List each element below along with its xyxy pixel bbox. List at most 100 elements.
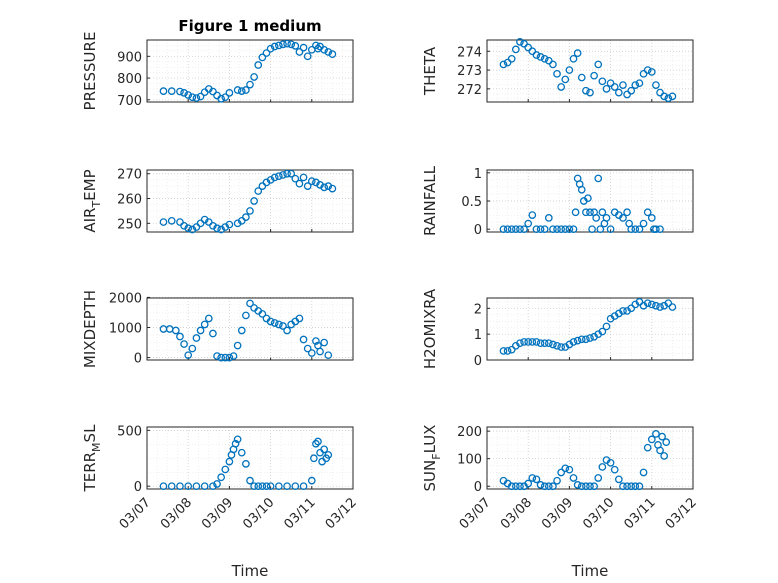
data-point [499,347,508,355]
data-point [291,174,300,183]
data-point [658,432,666,441]
data-point [184,91,193,99]
data-point [279,171,287,179]
data-point [192,482,201,491]
data-point [507,225,516,234]
data-point [312,439,320,448]
data-point [196,92,205,101]
data-point [159,218,168,226]
data-point [266,44,275,53]
data-point [171,326,180,335]
data-point [549,60,557,69]
y-axis-label: THETA [421,46,439,96]
data-point [553,69,561,78]
data-point [274,482,283,491]
data-point [594,60,603,69]
data-point [631,482,640,491]
data-point [577,73,586,82]
data-point [660,452,669,460]
data-point [233,435,242,444]
data-point [254,61,263,69]
data-point [324,351,333,360]
data-point [565,225,574,234]
data-point [266,317,275,326]
data-point [250,482,258,491]
data-point [647,435,656,444]
data-point [544,214,553,222]
y-tick-label: 272 [457,83,482,98]
data-point [639,468,648,477]
data-point [507,54,516,63]
data-point [274,320,283,329]
x-tick-label: 03/12 [663,495,700,532]
x-axis-label: Time [571,562,609,580]
data-point [528,211,537,219]
data-point [561,75,570,84]
data-point [577,335,586,344]
data-point [242,311,250,320]
data-point [643,66,652,74]
data-point [209,329,217,338]
data-point [528,474,537,482]
data-point [524,338,533,346]
x-tick-label: 03/10 [240,495,277,532]
data-point [652,430,660,438]
data-point [627,304,636,313]
data-point [507,482,516,491]
data-point [598,77,607,86]
data-point [627,225,636,234]
data-point [652,81,660,89]
x-tick-label: 03/08 [498,495,535,532]
data-point [287,169,296,178]
y-tick-label: 260 [117,193,142,208]
y-tick-label: 500 [117,424,142,439]
data-point [516,38,524,46]
data-point [520,39,528,48]
data-point [635,225,644,234]
data-point [524,43,533,52]
data-point [594,474,603,482]
data-point [590,71,598,80]
data-point [225,457,234,466]
data-point [565,465,574,474]
data-point [596,225,605,234]
data-point [656,446,664,455]
data-point [647,300,656,309]
data-point [299,335,308,344]
data-point [312,337,320,345]
subplot-6: 0 1 2 H2OMIXRA [421,288,694,369]
data-point [314,437,322,446]
data-point [320,183,329,192]
data-point [528,47,537,56]
axes-border [146,169,354,233]
data-point [643,443,652,452]
data-point [246,476,254,485]
data-point [540,339,549,348]
data-point [532,338,541,346]
data-point [614,475,623,484]
data-point [242,460,250,468]
data-point [246,80,254,89]
y-axis-label: RAINFALL [421,165,439,236]
data-point [520,338,528,346]
data-point [594,174,603,183]
data-point [217,94,226,103]
data-point [652,301,660,310]
y-tick-label: 0 [134,352,142,367]
data-point [631,81,640,89]
data-point [279,40,287,49]
data-point [233,341,242,350]
y-tick-label: 274 [457,45,482,60]
data-point [643,208,652,217]
data-point [619,81,627,89]
data-point [507,345,516,354]
data-point [557,225,566,234]
data-point [209,87,217,96]
y-tick-label: 2 [474,302,482,317]
data-point [660,92,669,101]
data-point [254,482,263,491]
data-point [536,481,545,489]
y-tick-label: 900 [117,50,142,65]
data-point [516,482,524,491]
data-point [217,473,226,482]
